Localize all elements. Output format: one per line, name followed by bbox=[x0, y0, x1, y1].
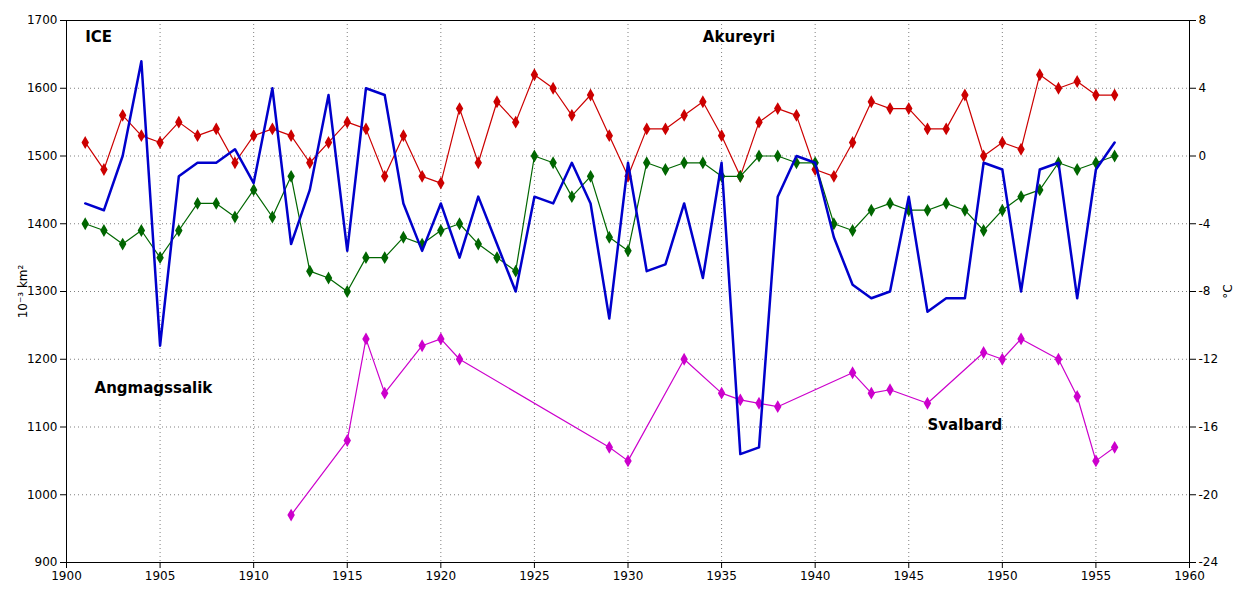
svg-text:1000: 1000 bbox=[27, 488, 58, 502]
svg-text:1925: 1925 bbox=[519, 569, 550, 583]
svg-text:1200: 1200 bbox=[27, 352, 58, 366]
svg-text:1960: 1960 bbox=[1174, 569, 1205, 583]
svg-text:1935: 1935 bbox=[706, 569, 737, 583]
svg-text:°C: °C bbox=[1221, 284, 1235, 298]
svg-text:1700: 1700 bbox=[27, 13, 58, 27]
svg-text:ICE: ICE bbox=[85, 28, 112, 46]
svg-text:1920: 1920 bbox=[426, 569, 457, 583]
svg-text:-16: -16 bbox=[1199, 420, 1219, 434]
svg-text:Akureyri: Akureyri bbox=[703, 28, 775, 46]
svg-text:1300: 1300 bbox=[27, 284, 58, 298]
svg-text:Angmagssalik: Angmagssalik bbox=[95, 379, 214, 397]
svg-text:1500: 1500 bbox=[27, 149, 58, 163]
svg-text:1900: 1900 bbox=[51, 569, 82, 583]
svg-text:1100: 1100 bbox=[27, 420, 58, 434]
svg-text:1400: 1400 bbox=[27, 217, 58, 231]
svg-text:1945: 1945 bbox=[893, 569, 924, 583]
svg-text:1930: 1930 bbox=[613, 569, 644, 583]
svg-text:900: 900 bbox=[35, 555, 58, 569]
svg-text:1600: 1600 bbox=[27, 81, 58, 95]
svg-text:-20: -20 bbox=[1199, 488, 1219, 502]
svg-text:1940: 1940 bbox=[800, 569, 831, 583]
svg-text:4: 4 bbox=[1199, 81, 1207, 95]
svg-text:0: 0 bbox=[1199, 149, 1207, 163]
svg-text:1955: 1955 bbox=[1081, 569, 1112, 583]
svg-text:1950: 1950 bbox=[987, 569, 1018, 583]
svg-text:10⁻³ km²: 10⁻³ km² bbox=[16, 264, 30, 318]
svg-text:8: 8 bbox=[1199, 13, 1207, 27]
svg-text:1915: 1915 bbox=[332, 569, 363, 583]
svg-text:-24: -24 bbox=[1199, 555, 1219, 569]
svg-text:-8: -8 bbox=[1199, 284, 1211, 298]
svg-text:1905: 1905 bbox=[145, 569, 176, 583]
svg-text:-4: -4 bbox=[1199, 217, 1211, 231]
svg-text:Svalbard: Svalbard bbox=[927, 416, 1002, 434]
svg-text:1910: 1910 bbox=[238, 569, 269, 583]
svg-text:-12: -12 bbox=[1199, 352, 1219, 366]
